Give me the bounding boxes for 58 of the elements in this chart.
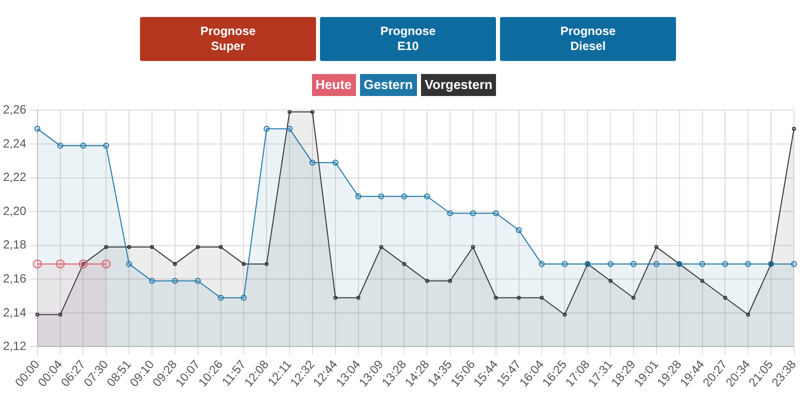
point <box>516 227 522 234</box>
point <box>288 110 292 114</box>
y-tick-label: 2,24 <box>2 136 27 150</box>
point <box>242 262 246 266</box>
point <box>653 260 660 267</box>
point <box>562 260 568 267</box>
forecast-button[interactable]: Prognose E10 <box>320 17 496 61</box>
point <box>172 278 178 284</box>
point <box>150 245 154 250</box>
point <box>608 260 614 267</box>
point <box>286 126 293 132</box>
point <box>378 193 384 200</box>
point <box>57 142 64 149</box>
point <box>745 260 752 267</box>
point <box>172 262 177 266</box>
y-tick-label: 2,12 <box>2 339 27 354</box>
point <box>218 245 223 250</box>
point <box>401 193 408 200</box>
point <box>792 126 796 131</box>
point <box>492 210 499 216</box>
y-tick-label: 2,26 <box>2 102 27 117</box>
point <box>127 245 132 250</box>
point <box>309 160 316 166</box>
point <box>126 260 132 267</box>
text: Vorgestern <box>420 74 496 96</box>
point <box>34 126 40 132</box>
y-tick-label: 2,22 <box>2 170 27 184</box>
point <box>240 294 247 301</box>
forecast-button[interactable]: Prognose Diesel <box>500 17 676 61</box>
point <box>538 260 545 267</box>
point <box>310 110 314 114</box>
text: Heute <box>312 74 356 96</box>
point <box>722 260 728 267</box>
point <box>332 160 338 166</box>
point <box>80 142 86 149</box>
point <box>699 260 706 267</box>
point <box>470 210 476 216</box>
point <box>32 259 42 268</box>
point <box>654 245 658 250</box>
y-tick-label: 2,16 <box>2 271 27 286</box>
point <box>102 259 111 268</box>
point <box>194 278 201 284</box>
point <box>148 278 155 284</box>
point <box>630 260 636 267</box>
point <box>103 142 110 149</box>
y-tick-label: 2,18 <box>2 238 27 252</box>
point <box>447 210 454 216</box>
point <box>56 259 65 268</box>
text: Gestern <box>360 74 417 96</box>
point <box>424 193 430 200</box>
forecast-button[interactable]: Prognose Super <box>140 17 316 61</box>
y-tick-label: 2,14 <box>2 305 27 320</box>
point <box>218 294 224 301</box>
y-tick-label: 2,20 <box>2 204 27 218</box>
point <box>790 260 797 267</box>
point <box>196 245 200 250</box>
point <box>355 193 362 200</box>
point <box>264 126 270 132</box>
